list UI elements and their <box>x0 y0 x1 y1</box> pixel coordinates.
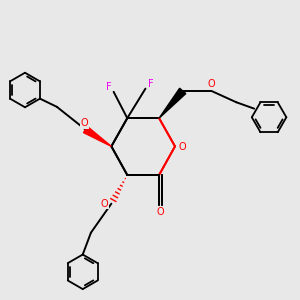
Text: O: O <box>208 79 215 89</box>
Text: O: O <box>101 199 108 208</box>
Text: F: F <box>106 82 111 92</box>
Polygon shape <box>159 88 186 118</box>
Text: O: O <box>81 118 88 128</box>
Text: O: O <box>179 142 187 152</box>
Polygon shape <box>83 127 111 146</box>
Text: F: F <box>148 79 153 89</box>
Text: O: O <box>156 207 164 217</box>
